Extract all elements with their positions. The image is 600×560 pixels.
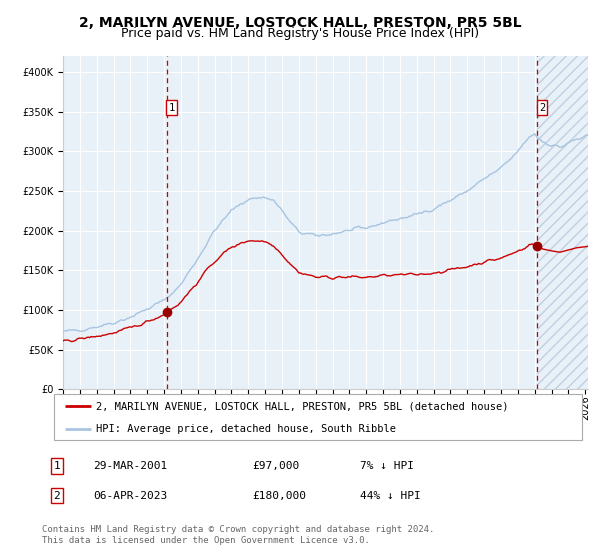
Text: £97,000: £97,000 bbox=[252, 461, 299, 471]
Text: HPI: Average price, detached house, South Ribble: HPI: Average price, detached house, Sout… bbox=[96, 424, 396, 435]
Text: 06-APR-2023: 06-APR-2023 bbox=[93, 491, 167, 501]
Bar bbox=[538, 56, 589, 389]
Text: 29-MAR-2001: 29-MAR-2001 bbox=[93, 461, 167, 471]
Text: 7% ↓ HPI: 7% ↓ HPI bbox=[360, 461, 414, 471]
Text: 2, MARILYN AVENUE, LOSTOCK HALL, PRESTON, PR5 5BL (detached house): 2, MARILYN AVENUE, LOSTOCK HALL, PRESTON… bbox=[96, 401, 509, 411]
Text: 2: 2 bbox=[539, 102, 545, 113]
Text: 2, MARILYN AVENUE, LOSTOCK HALL, PRESTON, PR5 5BL: 2, MARILYN AVENUE, LOSTOCK HALL, PRESTON… bbox=[79, 16, 521, 30]
Text: 1: 1 bbox=[53, 461, 61, 471]
Text: £180,000: £180,000 bbox=[252, 491, 306, 501]
Text: Contains HM Land Registry data © Crown copyright and database right 2024.
This d: Contains HM Land Registry data © Crown c… bbox=[42, 525, 434, 545]
Text: 44% ↓ HPI: 44% ↓ HPI bbox=[360, 491, 421, 501]
Text: 1: 1 bbox=[168, 102, 175, 113]
Text: 2: 2 bbox=[53, 491, 61, 501]
FancyBboxPatch shape bbox=[54, 394, 582, 440]
Text: Price paid vs. HM Land Registry's House Price Index (HPI): Price paid vs. HM Land Registry's House … bbox=[121, 27, 479, 40]
